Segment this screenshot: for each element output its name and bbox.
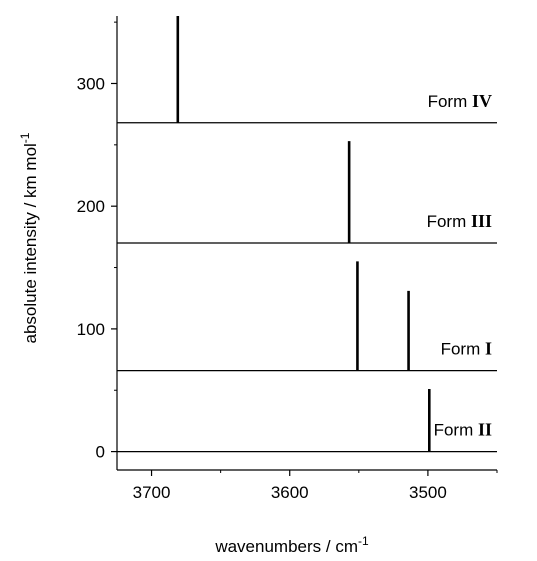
x-tick-label: 3600 [271, 483, 309, 502]
form-label-word: Form [427, 212, 471, 231]
form-label: Form II [434, 420, 492, 440]
form-label-word: Form [428, 92, 472, 111]
y-tick-label: 100 [77, 320, 105, 339]
form-label-word: Form [434, 421, 478, 440]
y-tick-label: 200 [77, 197, 105, 216]
y-axis-title-text: absolute intensity / km mol [21, 143, 40, 343]
form-label-numeral: IV [472, 91, 492, 111]
baselines [117, 123, 497, 452]
x-tick-label: 3700 [133, 483, 171, 502]
x-axis-title-sup: -1 [358, 534, 369, 548]
peak-sticks [178, 16, 429, 452]
x-axis-title: wavenumbers / cm-1 [214, 534, 369, 556]
form-label-numeral: II [478, 420, 492, 440]
form-label-numeral: I [485, 339, 492, 359]
x-tick-label: 3500 [409, 483, 447, 502]
form-label-word: Form [441, 340, 485, 359]
y-tick-label: 300 [77, 74, 105, 93]
form-label-numeral: III [471, 211, 492, 231]
form-label: Form III [427, 211, 492, 231]
form-labels: Form IIForm IForm IIIForm IV [427, 91, 492, 440]
form-label: Form IV [428, 91, 492, 111]
form-label: Form I [441, 339, 492, 359]
y-tick-label: 0 [96, 443, 105, 462]
x-axis-title-text: wavenumbers / cm [214, 537, 358, 556]
y-axis-title-sup: -1 [18, 132, 32, 143]
y-axis-title: absolute intensity / km mol-1 [18, 132, 40, 343]
